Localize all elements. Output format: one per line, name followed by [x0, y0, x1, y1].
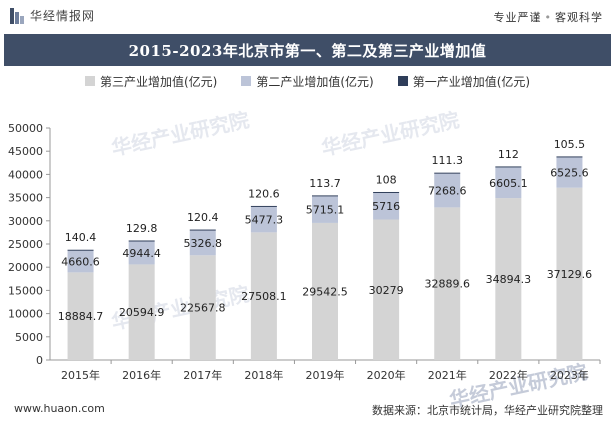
tagline-left: 专业严谨 — [493, 11, 542, 24]
legend-item-primary[interactable]: 第一产业增加值(亿元) — [397, 70, 531, 92]
brand-name: 华经情报网 — [30, 9, 96, 23]
data-label-secondary: 4660.6 — [61, 256, 100, 269]
bar-segment-secondary — [434, 173, 461, 208]
data-label-secondary: 5477.3 — [245, 214, 284, 227]
bar-segment-tertiary — [189, 255, 216, 360]
footer-url[interactable]: www.huaon.com — [14, 402, 105, 415]
data-label-primary: 111.3 — [431, 154, 463, 167]
data-label-tertiary: 34894.3 — [486, 273, 532, 286]
bar-segment-secondary — [556, 157, 583, 188]
bar-segment-secondary — [250, 206, 277, 233]
data-label-primary: 105.5 — [554, 138, 586, 151]
x-tick-label: 2015年 — [61, 368, 100, 382]
y-tick-label: 0 — [36, 354, 43, 367]
bar-segment-secondary — [312, 196, 338, 223]
data-label-tertiary: 32889.6 — [424, 278, 470, 291]
stacked-bar-chart: 0 5000 10000 15000 20000 25000 30000 35000 40000… — [8, 122, 601, 382]
bar-segment-secondary — [373, 192, 400, 220]
x-tick-label: 2019年 — [306, 368, 345, 382]
x-tick-label: 2022年 — [489, 368, 528, 382]
data-label-tertiary: 29542.5 — [302, 285, 348, 298]
top-bar: 华经情报网 专业严谨 • 客观科学 — [0, 0, 615, 34]
legend-swatch-secondary — [241, 76, 252, 86]
data-label-secondary: 6525.6 — [550, 167, 589, 180]
y-tick-label: 40000 — [8, 168, 43, 181]
bar-segment-primary — [250, 205, 277, 207]
x-tick-label: 2016年 — [122, 368, 161, 382]
legend-label-primary: 第一产业增加值(亿元) — [412, 74, 531, 89]
data-label-primary: 140.4 — [65, 231, 97, 244]
bar-segment-tertiary — [250, 232, 277, 360]
brand-logo-icon — [10, 7, 24, 24]
legend-swatch-tertiary — [84, 76, 95, 86]
data-label-tertiary: 37129.6 — [547, 268, 593, 281]
tagline-right: 客观科学 — [555, 11, 603, 24]
bar-segment-tertiary — [495, 198, 522, 360]
bar-segment-primary — [495, 166, 522, 168]
y-tick-label: 10000 — [8, 308, 43, 321]
data-label-tertiary: 27508.1 — [241, 290, 287, 303]
bar-segment-secondary — [128, 241, 155, 265]
data-label-secondary: 5716 — [372, 200, 400, 213]
x-tick-label: 2023年 — [550, 368, 589, 382]
legend-item-tertiary[interactable]: 第三产业增加值(亿元) — [84, 70, 218, 92]
data-label-tertiary: 30279 — [369, 284, 404, 297]
bar-segment-tertiary — [373, 219, 400, 360]
bar-segment-primary — [373, 191, 400, 193]
data-label-tertiary: 18884.7 — [58, 310, 104, 323]
bar-segment-secondary — [495, 167, 522, 199]
legend: 第三产业增加值(亿元) 第二产业增加值(亿元) 第一产业增加值(亿元) — [0, 70, 615, 92]
x-tick-label: 2018年 — [244, 368, 283, 382]
tagline-separator-icon: • — [544, 11, 552, 24]
y-tick-label: 25000 — [8, 238, 43, 251]
data-label-secondary: 7268.6 — [428, 185, 467, 198]
data-label-primary: 120.6 — [248, 187, 280, 200]
bar-segment-secondary — [67, 250, 94, 273]
data-label-primary: 129.8 — [126, 222, 158, 235]
bar-segment-primary — [556, 156, 583, 158]
legend-item-secondary[interactable]: 第二产业增加值(亿元) — [241, 70, 374, 92]
y-tick-label: 30000 — [8, 215, 43, 228]
x-tick-label: 2017年 — [183, 368, 222, 382]
legend-label-tertiary: 第三产业增加值(亿元) — [99, 74, 218, 89]
tagline: 专业严谨 • 客观科学 — [494, 9, 604, 25]
y-tick-label: 50000 — [8, 122, 43, 135]
data-label-tertiary: 20594.9 — [119, 306, 165, 319]
title-bar: 2015-2023年北京市第一、第二及第三产业增加值 — [4, 34, 611, 66]
data-label-secondary: 5715.1 — [306, 204, 345, 217]
data-label-primary: 108 — [376, 173, 397, 186]
x-tick-label: 2021年 — [428, 368, 467, 382]
y-tick-label: 5000 — [15, 331, 43, 344]
y-tick-label: 35000 — [8, 192, 43, 205]
bar-segment-secondary — [189, 230, 216, 256]
bar-segment-primary — [312, 195, 338, 197]
footer-source: 数据来源：北京市统计局，华经产业研究院整理 — [372, 404, 603, 417]
x-tick-label: 2020年 — [367, 368, 406, 382]
bar-segment-tertiary — [312, 222, 338, 360]
bar-segment-tertiary — [128, 264, 155, 360]
bar-segment-primary — [128, 240, 155, 242]
brand[interactable]: 华经情报网 — [10, 7, 95, 24]
data-label-primary: 120.4 — [187, 211, 219, 224]
data-label-tertiary: 22567.8 — [180, 302, 226, 315]
legend-swatch-primary — [397, 76, 408, 86]
data-label-primary: 113.7 — [309, 177, 341, 190]
bar-segment-primary — [189, 229, 216, 231]
bar-segment-tertiary — [556, 187, 583, 360]
data-label-secondary: 5326.8 — [184, 237, 223, 250]
data-label-secondary: 4944.4 — [122, 247, 161, 260]
bar-segment-primary — [434, 172, 461, 174]
bar-segment-primary — [67, 249, 94, 251]
legend-label-secondary: 第二产业增加值(亿元) — [256, 74, 374, 89]
data-label-secondary: 6605.1 — [489, 177, 528, 190]
bar-segment-tertiary — [434, 207, 461, 360]
chart-title: 2015-2023年北京市第一、第二及第三产业增加值 — [128, 41, 487, 60]
data-label-primary: 112 — [498, 148, 519, 161]
y-tick-label: 45000 — [8, 145, 43, 158]
bar-segment-tertiary — [67, 272, 94, 360]
footer: www.huaon.com 数据来源：北京市统计局，华经产业研究院整理 — [0, 396, 615, 427]
y-tick-label: 20000 — [8, 261, 43, 274]
y-tick-label: 15000 — [8, 284, 43, 297]
